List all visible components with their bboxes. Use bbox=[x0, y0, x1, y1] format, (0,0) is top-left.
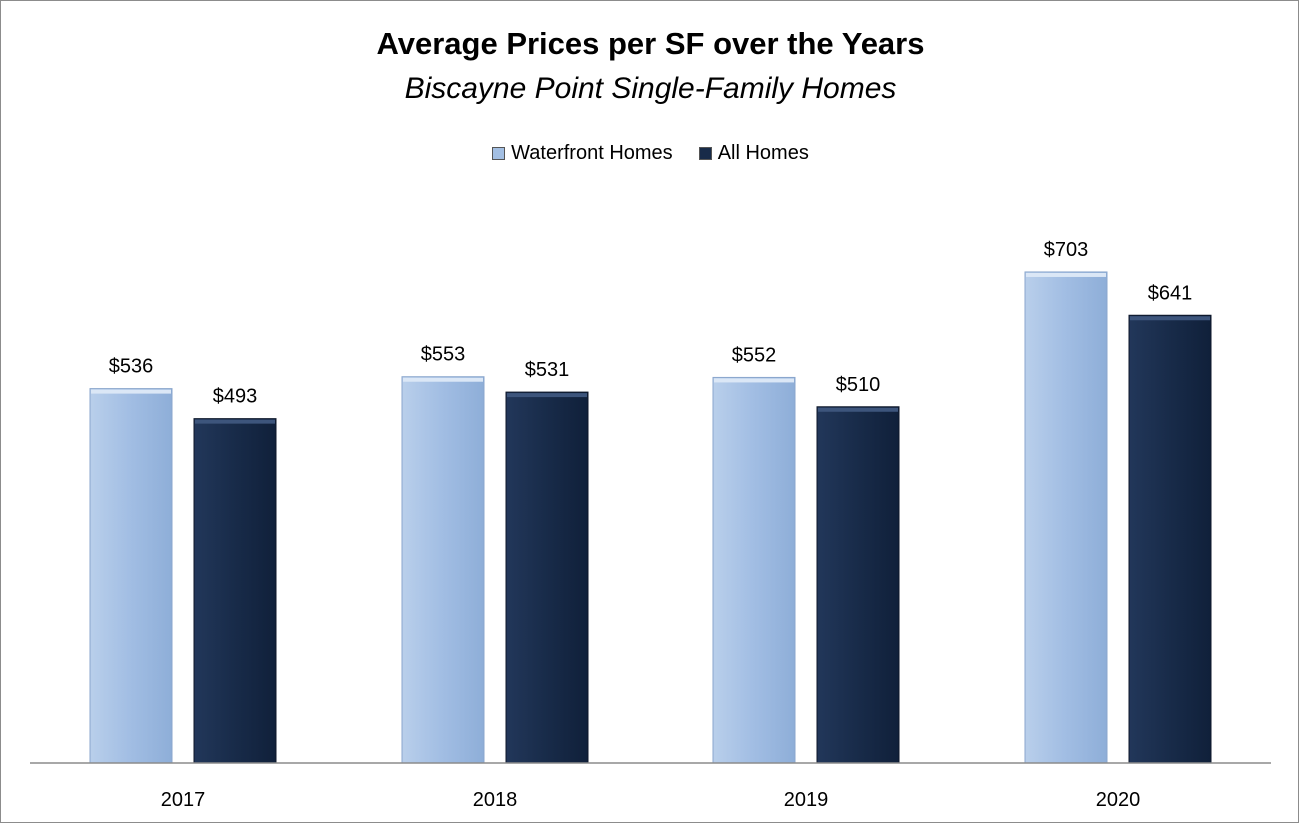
x-tick-label-2020: 2020 bbox=[1096, 789, 1141, 811]
bar-waterfront-2017 bbox=[89, 388, 173, 764]
data-label-waterfront-2019: $552 bbox=[732, 344, 777, 366]
legend-item-waterfront: Waterfront Homes bbox=[492, 142, 673, 165]
x-tick-label-2018: 2018 bbox=[473, 789, 518, 811]
data-label-all-homes-2017: $493 bbox=[213, 386, 258, 408]
legend-swatch-waterfront bbox=[492, 147, 506, 160]
legend-item-all-homes: All Homes bbox=[698, 142, 809, 165]
bar-waterfront-2020 bbox=[1024, 271, 1108, 764]
data-label-waterfront-2020: $703 bbox=[1044, 239, 1089, 261]
bar-all-homes-2020 bbox=[1128, 314, 1212, 764]
bar-bevel-waterfront-2018 bbox=[403, 377, 483, 382]
data-label-all-homes-2018: $531 bbox=[525, 359, 570, 381]
bar-bevel-all-homes-2020 bbox=[1130, 316, 1210, 321]
bar-all-homes-2017 bbox=[193, 418, 277, 764]
bar-waterfront-2019 bbox=[712, 376, 796, 764]
x-tick-label-2017: 2017 bbox=[161, 789, 206, 811]
chart-title: Average Prices per SF over the Years bbox=[376, 26, 925, 61]
bar-bevel-all-homes-2018 bbox=[507, 393, 587, 398]
bar-bevel-waterfront-2019 bbox=[714, 378, 794, 383]
chart-subtitle: Biscayne Point Single-Family Homes bbox=[404, 72, 897, 105]
legend-swatch-all-homes bbox=[698, 147, 712, 160]
data-label-waterfront-2017: $536 bbox=[109, 356, 154, 378]
legend-label-all-homes: All Homes bbox=[717, 142, 809, 164]
x-tick-label-2019: 2019 bbox=[784, 789, 829, 811]
bar-bevel-all-homes-2017 bbox=[195, 419, 275, 424]
bar-all-homes-2019 bbox=[816, 406, 900, 764]
bar-all-homes-2018 bbox=[505, 391, 589, 764]
legend-label-waterfront: Waterfront Homes bbox=[511, 142, 673, 164]
chart-legend: Waterfront Homes All Homes bbox=[0, 142, 1301, 165]
bar-waterfront-2018 bbox=[401, 376, 485, 764]
bar-bevel-waterfront-2020 bbox=[1026, 272, 1106, 277]
bar-bevel-all-homes-2019 bbox=[818, 407, 898, 412]
data-label-all-homes-2019: $510 bbox=[836, 374, 881, 396]
bar-bevel-waterfront-2017 bbox=[91, 389, 171, 394]
data-label-all-homes-2020: $641 bbox=[1148, 282, 1193, 304]
data-label-waterfront-2018: $553 bbox=[421, 344, 466, 366]
